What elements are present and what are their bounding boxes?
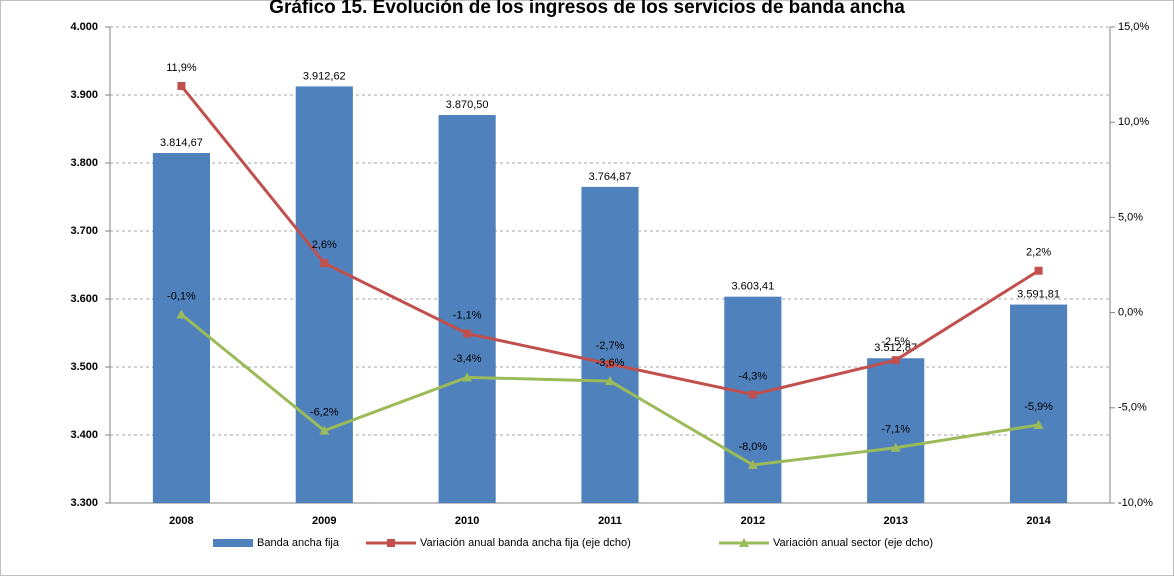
marker xyxy=(891,356,900,365)
marker xyxy=(1033,419,1044,429)
marker xyxy=(462,372,473,382)
data-label: -1,1% xyxy=(453,309,482,321)
y-tick-label: 3.600 xyxy=(70,293,98,305)
data-label: -2,7% xyxy=(596,340,625,352)
y2-tick-label: -5,0% xyxy=(1118,402,1147,414)
marker xyxy=(463,329,472,338)
bar xyxy=(152,153,210,503)
marker xyxy=(747,459,758,469)
data-label: 3.814,67 xyxy=(160,137,203,149)
chart-title: Gráfico 15. Evolución de los ingresos de… xyxy=(269,0,905,18)
y2-tick-label: 0,0% xyxy=(1118,307,1143,319)
marker xyxy=(176,309,187,319)
legend-swatch xyxy=(213,539,253,547)
marker xyxy=(177,82,186,91)
x-tick-label: 2013 xyxy=(883,515,907,527)
y-tick-label: 3.300 xyxy=(70,497,98,509)
data-label: -4,3% xyxy=(738,370,767,382)
x-tick-label: 2011 xyxy=(598,515,622,527)
marker xyxy=(890,442,901,452)
data-label: 3.870,50 xyxy=(446,99,489,111)
legend-marker xyxy=(739,538,749,547)
data-label: 3.603,41 xyxy=(731,281,774,293)
data-label: -6,2% xyxy=(310,407,339,419)
y-tick-label: 3.800 xyxy=(70,157,98,169)
marker xyxy=(748,390,757,399)
data-label: 3.764,87 xyxy=(589,171,632,183)
data-label: -2,5% xyxy=(881,336,910,348)
bar xyxy=(867,358,925,503)
x-tick-label: 2012 xyxy=(741,515,765,527)
bar xyxy=(1010,304,1068,503)
y-tick-label: 3.900 xyxy=(70,89,98,101)
legend-label: Variación anual sector (eje dcho) xyxy=(773,537,933,549)
bar xyxy=(581,186,639,503)
legend-label: Banda ancha fija xyxy=(257,537,340,549)
data-label: 3.912,62 xyxy=(303,70,346,82)
data-label: -3,4% xyxy=(453,353,482,365)
y2-tick-label: -10,0% xyxy=(1118,497,1153,509)
data-label: 3.512,87 xyxy=(874,342,917,354)
data-label: -0,1% xyxy=(167,290,196,302)
marker xyxy=(320,259,329,268)
data-label: -8,0% xyxy=(738,441,767,453)
bar xyxy=(724,296,782,503)
marker xyxy=(319,425,330,435)
data-label: 2,6% xyxy=(312,239,337,251)
y-tick-label: 3.700 xyxy=(70,225,98,237)
data-label: -5,9% xyxy=(1024,401,1053,413)
marker xyxy=(1034,266,1043,275)
legend-marker xyxy=(387,539,395,547)
x-tick-label: 2014 xyxy=(1026,515,1051,527)
data-label: -3,6% xyxy=(596,357,625,369)
data-label: 11,9% xyxy=(166,62,197,74)
x-tick-label: 2008 xyxy=(169,515,193,527)
bar xyxy=(295,86,353,504)
y-tick-label: 3.500 xyxy=(70,361,98,373)
x-tick-label: 2010 xyxy=(455,515,479,527)
x-tick-label: 2009 xyxy=(312,515,336,527)
marker xyxy=(605,376,615,386)
y-tick-label: 3.400 xyxy=(70,429,98,441)
y2-tick-label: 10,0% xyxy=(1118,116,1149,128)
bar xyxy=(438,115,496,503)
y-tick-label: 4.000 xyxy=(70,21,98,33)
y2-tick-label: 5,0% xyxy=(1118,211,1143,223)
legend-label: Variación anual banda ancha fija (eje dc… xyxy=(420,537,631,549)
data-label: 3.591,81 xyxy=(1017,288,1060,300)
marker xyxy=(606,360,614,369)
data-label: 2,2% xyxy=(1026,247,1051,259)
y2-tick-label: 15,0% xyxy=(1118,21,1149,33)
data-label: -7,1% xyxy=(881,424,910,436)
